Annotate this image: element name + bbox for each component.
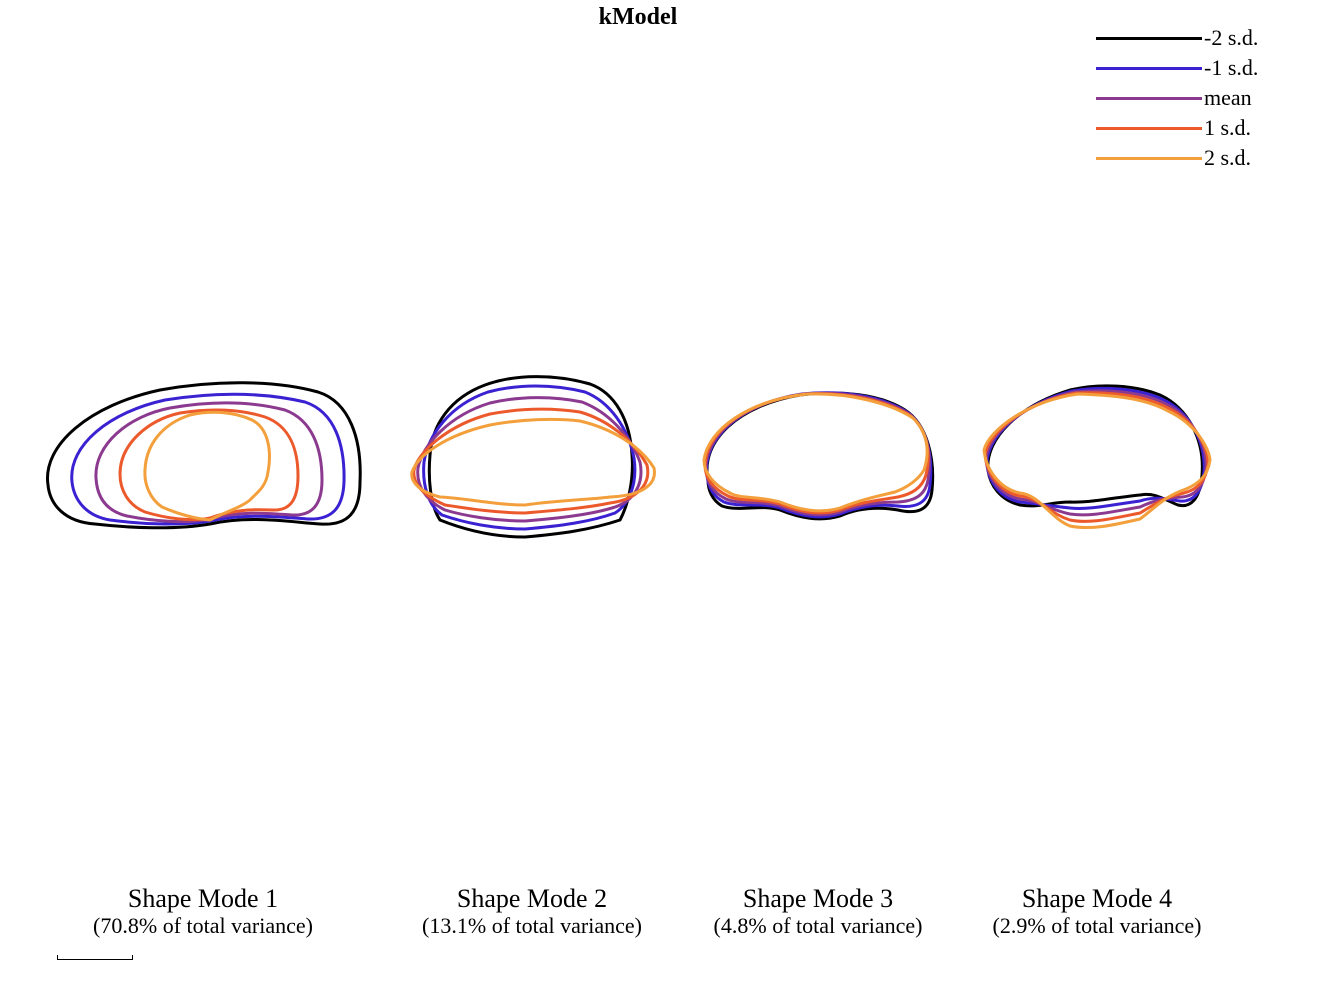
- legend-item-mean: mean: [1096, 84, 1316, 114]
- legend-line-plus-2sd: [1096, 157, 1202, 160]
- shape-mode-2-title: Shape Mode 2: [456, 884, 608, 913]
- shape-mode-2-label: Shape Mode 2 (13.1% of total variance): [372, 884, 692, 938]
- legend-label-minus-1sd: -1 s.d.: [1204, 55, 1259, 80]
- legend-label-plus-2sd: 2 s.d.: [1204, 145, 1252, 170]
- mode3-plus-2sd-outline: [702, 392, 929, 513]
- shape-mode-2-outlines: [410, 375, 656, 539]
- legend-line-minus-2sd: [1096, 37, 1202, 40]
- mode1-plus-2sd-outline: [143, 410, 271, 522]
- shape-mode-1-outlines: [46, 381, 362, 530]
- legend-item-plus-1sd: 1 s.d.: [1096, 114, 1316, 144]
- shape-mode-2-variance: (13.1% of total variance): [422, 913, 642, 938]
- mode4-plus-2sd-outline: [982, 392, 1212, 530]
- legend-item-plus-2sd: 2 s.d.: [1096, 144, 1316, 174]
- shape-mode-1-variance: (70.8% of total variance): [93, 913, 313, 938]
- legend-label-minus-2sd: -2 s.d.: [1204, 25, 1259, 50]
- legend-line-plus-1sd: [1096, 127, 1202, 130]
- figure-title: kModel: [598, 4, 678, 30]
- shape-mode-1-label: Shape Mode 1 (70.8% of total variance): [43, 884, 363, 938]
- legend-line-minus-1sd: [1096, 67, 1202, 70]
- mode1-mean-outline: [94, 401, 324, 524]
- mode1-minus-1sd-outline: [70, 392, 346, 526]
- legend-item-minus-1sd: -1 s.d.: [1096, 54, 1316, 84]
- legend-line-mean: [1096, 97, 1202, 100]
- mode2-minus-1sd-outline: [422, 384, 637, 531]
- mode2-plus-1sd-outline: [412, 407, 650, 515]
- shape-mode-3-outlines: [702, 391, 935, 521]
- shape-mode-3-label: Shape Mode 3 (4.8% of total variance): [658, 884, 978, 938]
- shape-mode-4-outlines: [982, 384, 1212, 530]
- legend-item-minus-2sd: -2 s.d.: [1096, 24, 1316, 54]
- scale-bar: [57, 955, 133, 960]
- shape-mode-4-label: Shape Mode 4 (2.9% of total variance): [937, 884, 1257, 938]
- mode2-plus-2sd-outline: [410, 417, 656, 507]
- shape-mode-3-title: Shape Mode 3: [742, 884, 894, 913]
- shape-mode-4-title: Shape Mode 4: [1021, 884, 1173, 913]
- mode2-minus-2sd-outline: [427, 375, 634, 539]
- shape-mode-1-title: Shape Mode 1: [127, 884, 279, 913]
- mode1-minus-2sd-outline: [46, 381, 362, 530]
- legend-label-plus-1sd: 1 s.d.: [1204, 115, 1252, 140]
- shape-mode-4-variance: (2.9% of total variance): [992, 913, 1202, 938]
- mode2-mean-outline: [416, 396, 643, 523]
- shape-mode-3-variance: (4.8% of total variance): [713, 913, 923, 938]
- legend-label-mean: mean: [1204, 85, 1252, 110]
- mode1-plus-1sd-outline: [118, 408, 300, 522]
